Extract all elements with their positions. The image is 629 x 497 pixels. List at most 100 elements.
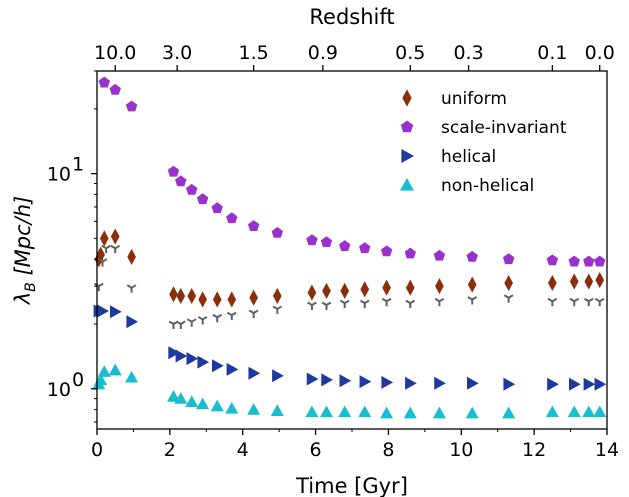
top-tick-label: 0.0 <box>585 42 615 64</box>
data-point <box>175 349 188 363</box>
data-point <box>404 247 416 259</box>
data-point <box>503 377 516 391</box>
data-point <box>382 279 391 296</box>
data-point <box>320 405 333 418</box>
data-point <box>359 242 371 254</box>
data-point <box>198 291 207 308</box>
data-point <box>403 406 417 419</box>
data-point <box>360 281 370 298</box>
data-point <box>169 286 178 303</box>
data-point <box>98 76 110 88</box>
data-point <box>504 275 513 292</box>
x-tick-label: 14 <box>595 439 619 461</box>
data-point <box>270 404 284 416</box>
data-point <box>359 375 372 389</box>
data-point <box>212 313 223 323</box>
data-point <box>196 193 209 205</box>
data-point <box>186 183 198 195</box>
data-point <box>339 240 351 252</box>
series-scale-invariant <box>98 76 606 267</box>
data-point <box>187 287 197 305</box>
data-point <box>226 311 237 321</box>
legend-label: helical <box>441 147 496 167</box>
legend-marker <box>401 149 414 163</box>
data-point <box>226 362 239 376</box>
data-point <box>583 377 596 391</box>
data-point <box>434 376 446 390</box>
data-point <box>502 406 516 419</box>
data-point <box>405 376 417 390</box>
data-point <box>467 296 478 305</box>
data-point <box>247 220 260 232</box>
plot-area <box>92 76 607 419</box>
data-point <box>466 250 478 262</box>
top-tick-label: 3.0 <box>162 42 192 64</box>
legend-marker <box>400 120 414 133</box>
data-point <box>101 244 111 254</box>
data-point <box>548 275 557 292</box>
data-point <box>433 249 446 261</box>
data-point <box>405 279 415 296</box>
data-point <box>583 297 594 307</box>
data-point <box>97 258 108 267</box>
top-tick-label: 0.1 <box>537 42 567 64</box>
y-axis-label: λB [Mpc/h] <box>11 196 39 306</box>
data-point <box>306 372 319 386</box>
legend-label: uniform <box>441 89 507 109</box>
data-point <box>502 253 515 265</box>
data-point <box>176 287 186 305</box>
data-point <box>545 405 559 418</box>
x-axis-label: Time [Gyr] <box>295 474 408 497</box>
data-point <box>583 255 595 267</box>
data-point <box>272 369 284 383</box>
legend-label: non-helical <box>441 176 534 196</box>
data-point <box>186 352 199 366</box>
series-non-helical <box>92 363 607 419</box>
y-tick-label: 10 <box>47 164 71 186</box>
data-point <box>248 309 259 318</box>
data-point <box>467 376 479 390</box>
data-point <box>175 320 186 329</box>
data-point <box>167 390 180 402</box>
data-point <box>339 374 352 388</box>
x-tick-label: 4 <box>237 439 249 461</box>
data-point <box>546 254 559 266</box>
legend-marker <box>400 178 414 191</box>
data-point <box>503 294 514 303</box>
data-point <box>109 83 121 95</box>
data-point <box>547 377 559 391</box>
data-point <box>126 284 137 293</box>
data-point <box>97 304 109 318</box>
data-point <box>434 297 445 307</box>
data-point <box>110 244 121 254</box>
data-point <box>321 301 332 311</box>
data-point <box>272 305 283 314</box>
data-point <box>547 297 558 307</box>
top-axis-label: Redshift <box>309 5 394 29</box>
data-point <box>127 248 136 265</box>
data-point <box>320 236 333 248</box>
data-point <box>247 403 261 415</box>
series-unlabeled <box>93 244 605 329</box>
data-point <box>226 212 238 224</box>
data-point <box>582 405 596 418</box>
x-tick-label: 10 <box>449 439 473 461</box>
data-point <box>432 406 446 419</box>
data-point <box>306 234 318 246</box>
data-point <box>186 318 197 327</box>
data-point <box>567 405 581 418</box>
data-point <box>168 346 180 360</box>
data-point <box>307 284 317 301</box>
data-point <box>380 245 393 257</box>
data-point <box>405 299 416 309</box>
data-point <box>174 392 188 404</box>
data-point <box>96 246 105 263</box>
data-point <box>569 297 580 307</box>
data-point <box>93 282 104 292</box>
top-tick-label: 0.5 <box>395 42 425 64</box>
data-point <box>569 377 581 391</box>
data-point <box>307 301 317 311</box>
data-point <box>305 405 319 418</box>
data-point <box>272 287 282 305</box>
